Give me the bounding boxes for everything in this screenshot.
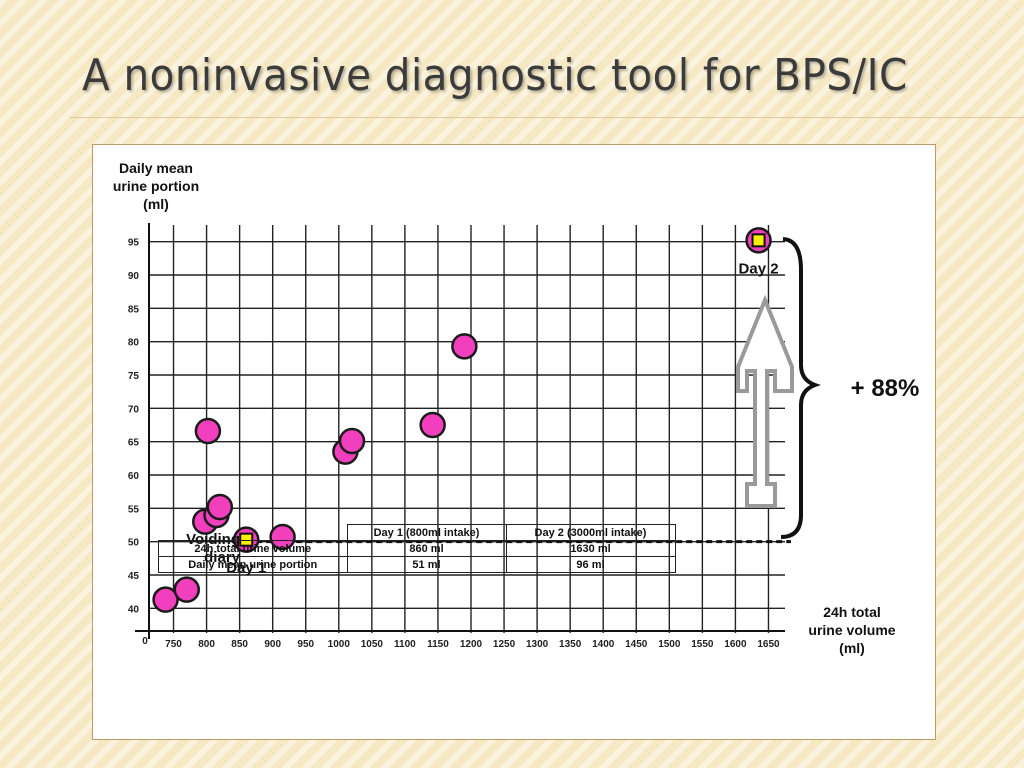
highlight-label: Day 2 xyxy=(739,260,779,277)
x-tick-label: 1350 xyxy=(559,639,582,650)
highlight-square-marker xyxy=(751,233,766,248)
x-tick-label: 1100 xyxy=(394,639,416,650)
y-tick-label: 85 xyxy=(128,304,140,315)
title-divider xyxy=(70,117,1024,118)
data-point xyxy=(206,493,234,521)
scatter-chart: Daily mean urine portion (ml) 24h total … xyxy=(113,160,920,656)
chart-panel: Daily mean urine portion (ml) 24h total … xyxy=(92,144,936,740)
x-axis-label-line-1: 24h total xyxy=(823,604,881,620)
diary-row: Daily mean urine portion 51 ml 96 ml xyxy=(158,556,676,573)
y-axis-label-line-3: (ml) xyxy=(143,196,169,212)
x-tick-label: 1200 xyxy=(460,639,483,650)
up-arrow-icon xyxy=(736,294,794,508)
y-tick-label: 40 xyxy=(128,604,140,615)
x-tick-label: 950 xyxy=(297,639,314,650)
y-tick-label: 95 xyxy=(128,238,140,249)
diary-row: 24h total urine volume 860 ml 1630 ml xyxy=(158,540,676,557)
diary-cell: 51 ml xyxy=(346,556,507,573)
diary-header-cell: Day 2 (3000ml intake) xyxy=(505,524,676,541)
x-tick-label: 1000 xyxy=(328,639,351,650)
x-tick-label: 1450 xyxy=(625,639,648,650)
x-axis-label-line-3: (ml) xyxy=(839,640,865,656)
y-tick-label: 50 xyxy=(128,538,140,549)
y-tick-label: 45 xyxy=(128,571,140,582)
y-tick-label: 55 xyxy=(128,504,140,515)
diary-cell: 1630 ml xyxy=(505,540,676,557)
x-tick-label: 1050 xyxy=(361,639,384,650)
y-tick-label: 60 xyxy=(128,471,140,482)
data-points xyxy=(152,333,478,613)
voiding-diary-table: Day 1 (800ml intake) Day 2 (3000ml intake… xyxy=(158,524,676,573)
slide-title: A noninvasive diagnostic tool for BPS/IC xyxy=(82,50,908,101)
diary-cell: 96 ml xyxy=(505,556,676,573)
change-annotation: + 88% xyxy=(736,237,920,539)
chart-grid: 750 800 850 900 950 1000 1050 1100 1150 1200 1250 1… xyxy=(128,223,785,650)
y-tick-label: 70 xyxy=(128,404,140,415)
x-tick-label: 1250 xyxy=(493,639,516,650)
curly-brace xyxy=(780,237,821,539)
data-point xyxy=(194,417,222,445)
y-axis-label-line-2: urine portion xyxy=(113,178,199,194)
x-tick-label: 850 xyxy=(231,639,248,650)
x-tick-label: 800 xyxy=(198,639,215,650)
diary-cell: 860 ml xyxy=(346,540,507,557)
data-point xyxy=(338,427,366,455)
y-tick-label: 80 xyxy=(128,338,140,349)
data-point xyxy=(173,576,200,603)
y-tick-label: 90 xyxy=(128,271,140,282)
data-point xyxy=(419,411,446,439)
diary-header-cell: Day 1 (800ml intake) xyxy=(346,524,507,541)
x-tick-label: 1400 xyxy=(592,639,615,650)
y-tick-label: 75 xyxy=(128,371,140,382)
x-tick-label: 750 xyxy=(165,639,182,650)
y-tick-label: 65 xyxy=(128,438,140,449)
origin-label: 0 xyxy=(142,636,148,647)
data-point xyxy=(152,586,179,613)
x-tick-label: 1500 xyxy=(658,639,681,650)
data-point xyxy=(451,333,478,360)
x-tick-label: 1650 xyxy=(757,639,780,650)
diary-header-cell xyxy=(158,524,348,541)
x-tick-label: 900 xyxy=(264,639,281,650)
x-tick-label: 1150 xyxy=(427,639,449,650)
y-axis-label-line-1: Daily mean xyxy=(119,160,193,176)
percent-change-label: + 88% xyxy=(851,375,920,402)
x-tick-label: 1550 xyxy=(691,639,714,650)
diary-header-row: Day 1 (800ml intake) Day 2 (3000ml intake… xyxy=(158,524,676,541)
x-axis-label-line-2: urine volume xyxy=(808,622,895,638)
x-tick-label: 1600 xyxy=(724,639,747,650)
diary-cell: Daily mean urine portion xyxy=(158,556,348,573)
diary-cell: 24h total urine volume xyxy=(158,540,348,557)
x-tick-label: 1300 xyxy=(526,639,549,650)
